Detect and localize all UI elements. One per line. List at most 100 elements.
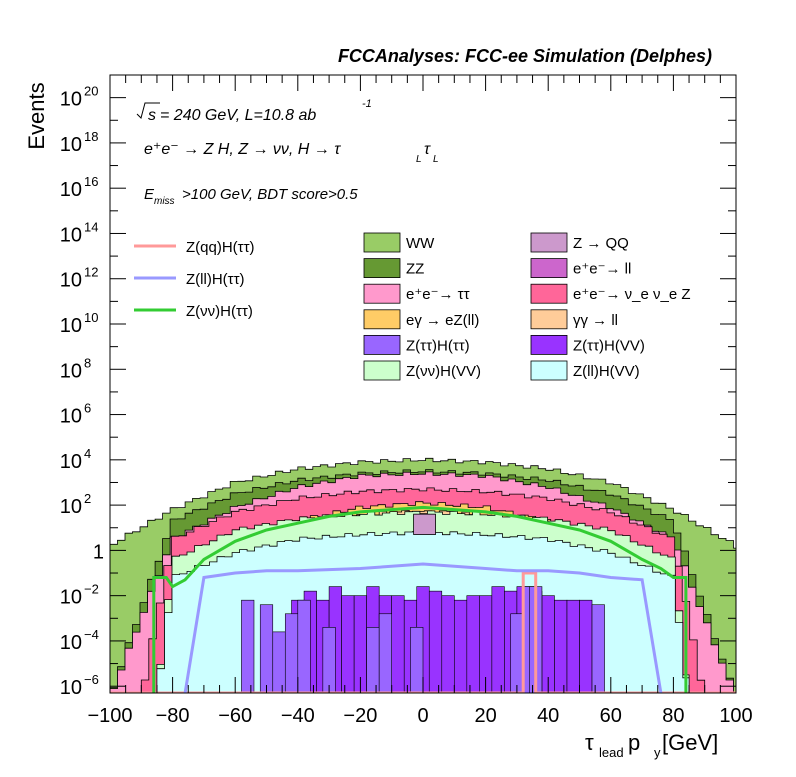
legend-fill-swatch xyxy=(363,232,401,253)
ztautau-htautau-bar xyxy=(410,627,424,693)
legend-fill-label: Z(νν)H(VV) xyxy=(406,363,481,380)
y-tick-label: 10 xyxy=(60,134,82,156)
y-tick-label: 10 xyxy=(60,587,82,609)
y-tick-label: 10 xyxy=(60,677,82,699)
annotation-cut-E: E xyxy=(144,186,155,203)
annotation-cut: E miss >100 GeV, BDT score>0.5 xyxy=(144,186,358,207)
ztautau-hvv-bar xyxy=(341,595,355,693)
x-tick-label: 0 xyxy=(417,705,428,727)
legend-fill-label: eγ → eZ(ll) xyxy=(406,312,479,329)
x-axis-label-p: p xyxy=(628,730,640,755)
ztautau-hvv-bar xyxy=(428,590,443,693)
ztautau-htautau-bar xyxy=(510,613,524,693)
x-tick-label: −80 xyxy=(156,705,190,727)
annotation-process-text: e⁺e⁻ → Z H, Z → νν, H → τ xyxy=(144,141,341,158)
ztautau-htautau-bar xyxy=(284,613,299,693)
zqq-bar xyxy=(413,513,436,535)
sqrt-icon xyxy=(136,102,160,119)
annotation-energy: s = 240 GeV, L=10.8 ab -1 xyxy=(136,98,372,124)
ztautau-hvv-bar xyxy=(554,599,568,693)
annotation-process: e⁺e⁻ → Z H, Z → νν, H → τ L τ L xyxy=(144,141,439,165)
y-tick-label: 10 xyxy=(60,270,82,292)
legend-fill-swatch xyxy=(530,258,568,279)
chart-title: FCCAnalyses: FCC-ee Simulation (Delphes) xyxy=(338,46,712,66)
y-tick-label-exponent: 14 xyxy=(84,219,98,234)
annotation-energy-text: = 240 GeV, L=10.8 ab xyxy=(160,107,316,124)
y-tick-label: 10 xyxy=(60,632,82,654)
y-tick-label-exponent: −6 xyxy=(84,672,99,687)
y-tick-label-exponent: 2 xyxy=(84,491,91,506)
ztautau-hvv-bar xyxy=(579,599,593,693)
x-tick-label: −20 xyxy=(343,705,377,727)
legend-fill-swatch xyxy=(530,360,568,381)
ztautau-htautau-bar xyxy=(366,627,380,693)
line-z-qq-h xyxy=(110,571,736,693)
y-tick-label: 10 xyxy=(60,224,82,246)
x-axis-label-sub: lead xyxy=(599,745,624,760)
y-tick-label: 10 xyxy=(60,89,82,111)
legend-fill-label: Z(ττ)H(VV) xyxy=(573,337,645,354)
y-tick-label-exponent: 18 xyxy=(84,129,98,144)
annotation-energy-prefix: s xyxy=(148,107,156,124)
annotation-lumi-exponent: -1 xyxy=(362,98,372,110)
annotation-cut-sub: miss xyxy=(154,196,175,207)
legend-fill-label: γγ → ll xyxy=(573,312,618,329)
ztautau-htautau-bar xyxy=(272,631,286,693)
signal-lines xyxy=(110,505,736,693)
legend-fill-label: WW xyxy=(406,235,435,252)
annotation-process-sub1: L xyxy=(416,154,422,165)
legend-fill-label: Z(ττ)H(ττ) xyxy=(406,337,470,354)
x-axis-label: τ lead p y [GeV] xyxy=(585,730,718,760)
y-tick-label: 10 xyxy=(60,406,82,428)
ztautau-htautau-bar xyxy=(591,604,605,693)
legend-fill-swatch xyxy=(530,309,568,330)
legend: Z(qq)H(ττ) Z(ll)H(ττ) Z(νν)H(ττ) WW ZZ e⁺e⁻→ … xyxy=(134,232,691,381)
x-axis-label-sub2: y xyxy=(654,745,661,760)
x-tick-label: 100 xyxy=(719,705,752,727)
x-tick-label: 60 xyxy=(600,705,622,727)
ztautau-hvv-bar xyxy=(491,586,505,693)
annotation-cut-text: >100 GeV, BDT score>0.5 xyxy=(182,186,358,203)
ztautau-htautau-bar xyxy=(241,599,255,693)
y-tick-label: 1 xyxy=(93,541,104,563)
legend-fill-label: e⁺e⁻→ ll xyxy=(573,261,631,278)
y-tick-label: 10 xyxy=(60,451,82,473)
x-axis-label-tau: τ xyxy=(585,730,594,755)
x-tick-label: 20 xyxy=(474,705,496,727)
legend-fill-label: e⁺e⁻→ ν_e ν_e Z xyxy=(573,286,691,303)
signal-bars xyxy=(241,586,605,693)
legend-fill-label: e⁺e⁻→ ττ xyxy=(406,286,470,303)
ztautau-hvv-bar xyxy=(391,595,405,693)
ztautau-hvv-bar xyxy=(453,599,468,693)
y-tick-label-exponent: 8 xyxy=(84,355,91,370)
ztautau-htautau-bar xyxy=(259,604,274,693)
x-axis-ticks: −100 −80 −60 −40 −20 0 20 40 60 80 100 xyxy=(87,75,753,727)
y-tick-label-exponent: 10 xyxy=(84,310,98,325)
y-tick-label-exponent: 12 xyxy=(84,265,98,280)
legend-fill-swatch xyxy=(530,232,568,253)
ztautau-hvv-bar xyxy=(441,595,455,693)
line-z-h xyxy=(152,505,688,693)
annotation-process-sub2: L xyxy=(433,154,439,165)
y-tick-label-exponent: 20 xyxy=(84,84,98,99)
legend-fill-swatch xyxy=(530,334,568,355)
y-tick-label: 10 xyxy=(60,360,82,382)
y-tick-label-exponent: 16 xyxy=(84,174,98,189)
y-tick-label: 10 xyxy=(60,496,82,518)
y-axis-label: Events xyxy=(24,82,49,149)
ztautau-htautau-bar xyxy=(378,613,392,693)
plot-area xyxy=(110,457,736,693)
x-tick-label: −60 xyxy=(218,705,252,727)
legend-line-label: Z(νν)H(ττ) xyxy=(186,303,253,320)
x-axis-label-unit: [GeV] xyxy=(662,730,718,755)
y-tick-label-exponent: −4 xyxy=(84,627,99,642)
legend-fill-swatch xyxy=(530,283,568,304)
line-z-ll-h xyxy=(183,562,663,693)
y-tick-label: 10 xyxy=(60,315,82,337)
legend-fill-swatch xyxy=(363,309,401,330)
ztautau-htautau-bar xyxy=(322,627,336,693)
ztautau-hvv-bar xyxy=(466,595,480,693)
legend-fill-swatch xyxy=(363,360,401,381)
